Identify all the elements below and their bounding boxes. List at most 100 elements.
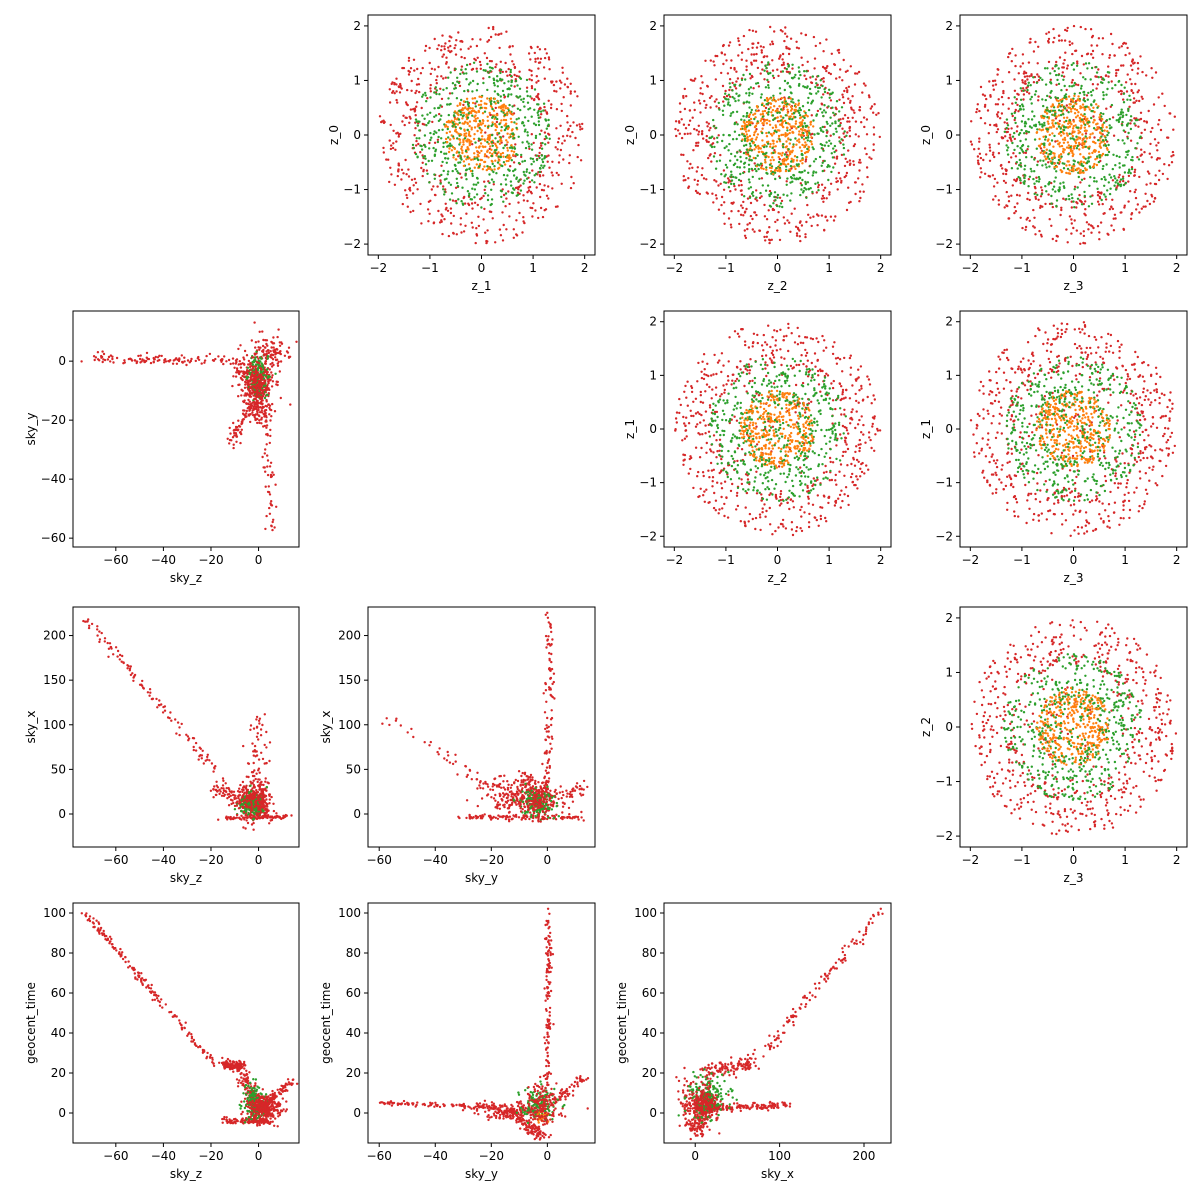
point-red (428, 212, 431, 215)
point-red (705, 178, 708, 181)
point-green (773, 195, 776, 199)
point-red (414, 127, 417, 130)
point-green (784, 100, 787, 103)
point-green (769, 71, 772, 75)
point-red (474, 102, 477, 105)
point-green (471, 114, 474, 117)
point-green (475, 193, 479, 196)
point-red (470, 68, 474, 71)
point-green (1036, 193, 1039, 197)
point-orange (1069, 149, 1073, 153)
point-red (852, 109, 855, 112)
point-red (393, 83, 396, 86)
point-green (819, 107, 822, 111)
point-orange (771, 139, 774, 142)
point-red (138, 357, 142, 361)
point-red (996, 68, 999, 71)
point-green (1032, 76, 1035, 79)
point-green (472, 183, 475, 186)
point-orange (483, 106, 487, 110)
point-red (405, 103, 408, 106)
point-red (771, 42, 775, 46)
point-green (1078, 91, 1082, 95)
point-green (1043, 67, 1047, 70)
point-red (1121, 175, 1125, 178)
point-green (511, 105, 514, 108)
point-red (1143, 120, 1146, 123)
point-green (462, 72, 466, 75)
point-green (743, 137, 747, 141)
point-green (1019, 179, 1022, 182)
point-green (801, 125, 805, 128)
point-green (451, 121, 455, 124)
point-green (422, 93, 425, 96)
point-red (429, 90, 432, 93)
point-green (447, 181, 451, 184)
point-orange (488, 151, 492, 154)
point-red (1085, 53, 1089, 56)
point-green (717, 101, 720, 105)
point-green (1100, 198, 1103, 202)
points-skyz_skyy (80, 321, 298, 532)
point-green (817, 90, 820, 93)
y-tick-label: 2 (945, 19, 953, 33)
point-red (397, 133, 401, 136)
point-orange (747, 129, 750, 132)
point-green (502, 161, 506, 164)
point-orange (789, 105, 793, 109)
point-green (454, 168, 458, 171)
point-red (243, 349, 247, 353)
point-red (1099, 221, 1103, 224)
point-green (775, 130, 778, 134)
point-red (778, 57, 781, 60)
point-orange (1077, 111, 1080, 114)
point-green (488, 181, 491, 185)
point-green (822, 130, 825, 133)
point-red (1090, 53, 1093, 56)
point-red (454, 53, 458, 56)
point-red (1130, 89, 1133, 92)
point-green (1115, 154, 1119, 158)
point-red (1108, 56, 1111, 59)
point-red (123, 361, 127, 364)
point-orange (1055, 99, 1059, 102)
point-green (772, 202, 775, 205)
point-orange (1080, 106, 1083, 109)
point-green (467, 83, 471, 86)
point-red (174, 358, 177, 361)
point-red (769, 43, 772, 46)
point-green (793, 177, 796, 180)
point-green (1045, 190, 1048, 193)
point-green (441, 160, 444, 164)
point-green (827, 144, 830, 148)
point-red (1084, 214, 1087, 217)
point-red (715, 105, 718, 108)
point-red (1136, 91, 1139, 94)
point-red (543, 137, 546, 141)
point-red (440, 220, 443, 223)
point-red (530, 85, 534, 88)
point-green (456, 181, 459, 185)
point-orange (1088, 108, 1092, 111)
point-red (1098, 231, 1101, 234)
point-orange (486, 138, 489, 141)
point-red (412, 184, 415, 187)
point-green (1111, 167, 1115, 171)
point-green (522, 124, 526, 127)
point-red (551, 187, 554, 190)
point-green (1027, 130, 1031, 134)
point-green (512, 174, 516, 177)
point-red (822, 200, 825, 203)
point-red (778, 238, 782, 242)
point-green (458, 109, 461, 113)
point-orange (790, 157, 793, 160)
point-red (696, 191, 699, 194)
point-red (414, 114, 417, 117)
point-green (478, 126, 481, 130)
point-green (1046, 116, 1049, 119)
point-red (870, 105, 874, 108)
point-orange (761, 127, 764, 130)
point-red (467, 203, 471, 207)
point-green (1073, 188, 1076, 191)
point-red (764, 239, 767, 242)
